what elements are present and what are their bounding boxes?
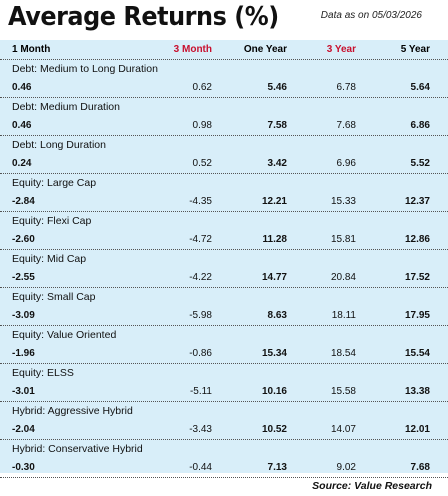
table-cell: -0.86 bbox=[189, 348, 212, 359]
table-cell: 6.78 bbox=[336, 82, 356, 93]
table-cell: -2.60 bbox=[12, 234, 35, 245]
category-label: Equity: Flexi Cap bbox=[12, 215, 92, 227]
column-header-one-year: One Year bbox=[243, 44, 287, 55]
category-label: Equity: Large Cap bbox=[12, 177, 97, 189]
table-cell: 8.63 bbox=[267, 310, 287, 321]
table-cell: 15.81 bbox=[330, 234, 356, 245]
category-label: Hybrid: Aggressive Hybrid bbox=[12, 405, 133, 417]
table-cell: 12.01 bbox=[404, 424, 430, 435]
table-cell: -5.11 bbox=[189, 386, 212, 397]
table-row: -2.55 -4.22 14.77 20.84 17.52 bbox=[0, 268, 448, 288]
column-header-5-year: 5 Year bbox=[400, 44, 430, 55]
column-header-1-month: 1 Month bbox=[12, 44, 51, 55]
table-row: -1.96 -0.86 15.34 18.54 15.54 bbox=[0, 344, 448, 364]
table-cell: -0.30 bbox=[12, 462, 35, 473]
header: Average Returns (%) Data as on 05/03/202… bbox=[0, 0, 448, 40]
table-cell: 15.54 bbox=[404, 348, 430, 359]
table-cell: -3.01 bbox=[12, 386, 35, 397]
table-row: -2.84 -4.35 12.21 15.33 12.37 bbox=[0, 192, 448, 212]
table-cell: 12.21 bbox=[261, 196, 287, 207]
table-cell: 15.34 bbox=[261, 348, 287, 359]
table-cell: -2.04 bbox=[12, 424, 35, 435]
table-cell: 6.96 bbox=[336, 158, 356, 169]
table-cell: 5.64 bbox=[410, 82, 430, 93]
category-label: Debt: Medium Duration bbox=[12, 101, 120, 113]
column-header-3-month: 3 Month bbox=[173, 44, 212, 55]
table-cell: 14.77 bbox=[261, 272, 287, 283]
table-cell: 11.28 bbox=[262, 234, 287, 245]
table-row: -0.30 -0.44 7.13 9.02 7.68 bbox=[0, 458, 448, 478]
table-cell: -5.98 bbox=[189, 310, 212, 321]
table-cell: 7.13 bbox=[267, 462, 287, 473]
category-label: Debt: Long Duration bbox=[12, 139, 106, 151]
table-cell: 10.52 bbox=[261, 424, 287, 435]
table-cell: 18.11 bbox=[331, 310, 356, 321]
table-cell: 14.07 bbox=[330, 424, 356, 435]
category-label: Equity: Mid Cap bbox=[12, 253, 87, 265]
source-note: Source: Value Research bbox=[312, 480, 432, 492]
table-cell: 15.33 bbox=[330, 196, 356, 207]
table-cell: 12.37 bbox=[404, 196, 430, 207]
table-cell: 7.68 bbox=[336, 120, 356, 131]
table-cell: -4.22 bbox=[189, 272, 212, 283]
table-cell: 0.52 bbox=[192, 158, 212, 169]
table-row: -3.09 -5.98 8.63 18.11 17.95 bbox=[0, 306, 448, 326]
table-row: 0.46 0.98 7.58 7.68 6.86 bbox=[0, 116, 448, 136]
table-cell: -2.84 bbox=[12, 196, 35, 207]
table-body: Debt: Medium to Long Duration 0.46 0.62 5.4… bbox=[0, 60, 448, 478]
table-cell: -1.96 bbox=[12, 348, 35, 359]
table-cell: 0.24 bbox=[12, 158, 32, 169]
table-row: -2.60 -4.72 11.28 15.81 12.86 bbox=[0, 230, 448, 250]
table-cell: 0.46 bbox=[12, 82, 32, 93]
table-cell: 20.84 bbox=[330, 272, 356, 283]
table-cell: 17.95 bbox=[404, 310, 430, 321]
as-of-date: Data as on 05/03/2026 bbox=[320, 10, 422, 21]
column-header-3-year: 3 Year bbox=[326, 44, 356, 55]
page-title: Average Returns (%) bbox=[8, 2, 279, 32]
category-label: Equity: Small Cap bbox=[12, 291, 96, 303]
table-row: -2.04 -3.43 10.52 14.07 12.01 bbox=[0, 420, 448, 440]
table-cell: 18.54 bbox=[330, 348, 356, 359]
category-label: Hybrid: Conservative Hybrid bbox=[12, 443, 143, 455]
table-cell: 9.02 bbox=[336, 462, 356, 473]
table-row: 0.46 0.62 5.46 6.78 5.64 bbox=[0, 78, 448, 98]
table-cell: 0.62 bbox=[192, 82, 212, 93]
category-label: Equity: ELSS bbox=[12, 367, 74, 379]
table-cell: 6.86 bbox=[410, 120, 430, 131]
table-cell: 5.46 bbox=[267, 82, 287, 93]
table-cell: 15.58 bbox=[330, 386, 356, 397]
table-cell: -3.09 bbox=[12, 310, 35, 321]
category-label: Debt: Medium to Long Duration bbox=[12, 63, 158, 75]
table-cell: 5.52 bbox=[410, 158, 430, 169]
table-row: 0.24 0.52 3.42 6.96 5.52 bbox=[0, 154, 448, 174]
table-cell: -3.43 bbox=[189, 424, 212, 435]
table-cell: 0.98 bbox=[192, 120, 212, 131]
table-cell: -0.44 bbox=[189, 462, 212, 473]
category-label: Equity: Value Oriented bbox=[12, 329, 117, 341]
table-cell: 7.58 bbox=[267, 120, 287, 131]
table-cell: 13.38 bbox=[404, 386, 430, 397]
table-cell: -4.35 bbox=[189, 196, 212, 207]
column-header-row: 1 Month 3 Month One Year 3 Year 5 Year bbox=[0, 40, 448, 60]
table-cell: 12.86 bbox=[404, 234, 430, 245]
table-row: -3.01 -5.11 10.16 15.58 13.38 bbox=[0, 382, 448, 402]
table-cell: -2.55 bbox=[12, 272, 35, 283]
table-cell: 10.16 bbox=[261, 386, 287, 397]
table-cell: 17.52 bbox=[404, 272, 430, 283]
table-cell: 7.68 bbox=[410, 462, 430, 473]
returns-table: 1 Month 3 Month One Year 3 Year 5 Year D… bbox=[0, 40, 448, 478]
table-cell: -4.72 bbox=[189, 234, 212, 245]
table-cell: 0.46 bbox=[12, 120, 32, 131]
table-cell: 3.42 bbox=[267, 158, 287, 169]
